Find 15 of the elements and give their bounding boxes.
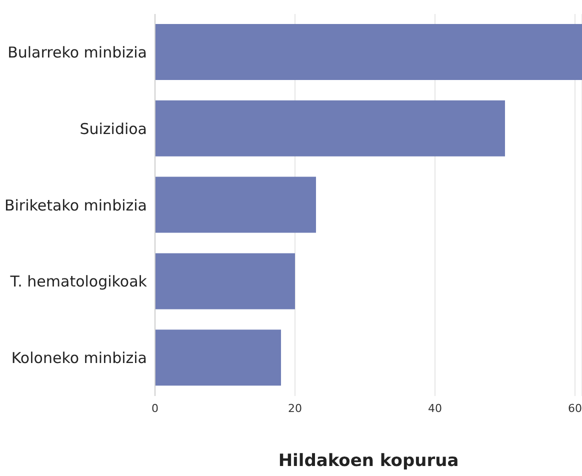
bar: [155, 330, 281, 386]
x-axis-title: Hildakoen kopurua: [278, 451, 459, 471]
y-tick-label: Biriketako minbizia: [4, 196, 147, 214]
y-tick-label: Suizidioa: [80, 120, 147, 138]
y-tick-label: Koloneko minbizia: [11, 349, 147, 368]
x-tick-label: 40: [428, 402, 442, 415]
x-tick-label: 60: [568, 402, 582, 415]
bar: [155, 24, 582, 80]
bar: [155, 176, 316, 233]
x-tick-label: 20: [288, 402, 302, 415]
bar: [155, 253, 295, 310]
y-tick-label: Bularreko minbizia: [8, 44, 147, 62]
y-tick-label: T. hematologikoak: [9, 272, 148, 291]
bar: [155, 100, 505, 156]
x-tick-label: 0: [152, 402, 158, 415]
